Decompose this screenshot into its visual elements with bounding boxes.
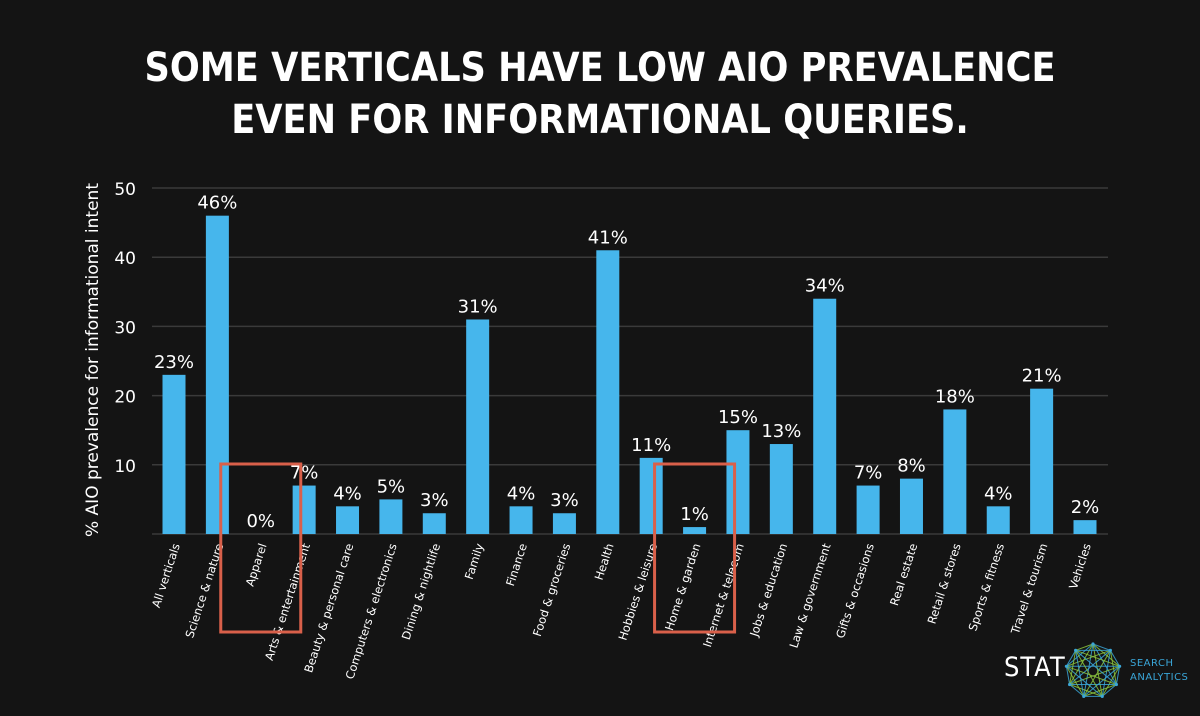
bar xyxy=(683,527,707,534)
x-tick-label: Law & government xyxy=(786,541,833,650)
bar xyxy=(943,409,967,534)
bar xyxy=(466,319,490,534)
y-tick-label: 20 xyxy=(114,388,136,408)
x-axis-labels: All verticals Science & nature ApparelArts… xyxy=(149,541,1094,681)
y-tick-label: 30 xyxy=(114,318,136,338)
bar xyxy=(162,374,186,534)
value-label: 7% xyxy=(290,463,319,484)
value-label: 18% xyxy=(935,386,975,407)
value-label: 3% xyxy=(420,490,449,511)
value-label: 0% xyxy=(246,511,275,532)
y-tick-label: 50 xyxy=(114,180,136,200)
bar xyxy=(596,250,620,534)
logo-polygon-icon xyxy=(1064,642,1122,698)
bar xyxy=(292,485,316,534)
y-axis-label: % AIO prevalence for informational inten… xyxy=(83,183,103,537)
highlight-box xyxy=(219,462,303,634)
value-label: 4% xyxy=(507,483,536,504)
value-label: 4% xyxy=(984,483,1013,504)
value-label: 11% xyxy=(631,435,671,456)
value-label: 15% xyxy=(718,407,758,428)
value-labels: 23% 46% 0% 7% 4% 5% 3% 31% 4% 3% 41% 11% 1% 15%13% 34%… xyxy=(154,193,1099,532)
x-tick-label: Home & garden xyxy=(662,542,703,633)
bar xyxy=(726,430,750,534)
value-label: 46% xyxy=(197,193,237,214)
x-tick-label: Health xyxy=(592,542,617,582)
x-tick-label: Apparel xyxy=(243,542,270,588)
logo-wordmark: STAT xyxy=(1004,652,1066,683)
x-tick-label: Sports & fitness xyxy=(966,542,1008,633)
bar xyxy=(899,478,923,534)
x-tick-label: Dining & nightlife xyxy=(399,542,443,642)
y-axis-ticks: 10 20 30 40 50 xyxy=(114,180,136,477)
y-tick-label: 10 xyxy=(114,457,136,477)
x-tick-label: Food & groceries xyxy=(530,542,573,639)
highlight-box xyxy=(653,462,737,634)
value-label: 3% xyxy=(550,490,579,511)
bar xyxy=(552,513,576,534)
x-tick-label: All verticals xyxy=(149,542,183,610)
x-tick-label: Retail & stores xyxy=(924,542,963,626)
x-tick-label: Family xyxy=(462,541,487,581)
value-label: 4% xyxy=(333,483,362,504)
bars xyxy=(162,215,1097,534)
value-label: 34% xyxy=(805,276,845,297)
value-label: 23% xyxy=(154,352,194,373)
x-tick-label: Travel & tourism xyxy=(1008,542,1051,637)
bar xyxy=(856,485,880,534)
bar xyxy=(769,444,793,534)
stat-logo: STAT SEARCH ANALYTICS xyxy=(1004,638,1194,708)
bar xyxy=(509,506,533,534)
y-tick-label: 40 xyxy=(114,249,136,269)
bar xyxy=(336,506,360,534)
value-label: 41% xyxy=(588,227,628,248)
bar xyxy=(986,506,1010,534)
bar xyxy=(1073,520,1097,534)
logo-subtitle-2: ANALYTICS xyxy=(1130,672,1189,683)
x-tick-label: Finance xyxy=(503,542,530,588)
value-label: 8% xyxy=(897,456,926,477)
x-tick-label: Real estate xyxy=(887,542,920,608)
x-tick-label: Arts & entertainment xyxy=(262,541,313,662)
bar xyxy=(1030,388,1054,534)
bar xyxy=(379,499,403,534)
bar xyxy=(639,457,663,534)
x-tick-label: Beauty & personal care xyxy=(301,542,356,675)
highlight-boxes xyxy=(219,462,737,634)
logo-subtitle-1: SEARCH xyxy=(1130,658,1174,669)
x-tick-label: Gifts & occasions xyxy=(833,542,877,640)
chart-title-line-1: SOME VERTICALS HAVE LOW AIO PREVALENCE xyxy=(144,45,1056,91)
chart-title: SOME VERTICALS HAVE LOW AIO PREVALENCE E… xyxy=(72,42,1128,146)
bar xyxy=(813,298,837,534)
x-tick-label: Jobs & education xyxy=(747,542,791,640)
bar xyxy=(422,513,446,534)
value-label: 21% xyxy=(1022,366,1062,387)
value-label: 2% xyxy=(1071,497,1100,518)
chart-title-line-2: EVEN FOR INFORMATIONAL QUERIES. xyxy=(231,97,969,143)
value-label: 13% xyxy=(761,421,801,442)
bar xyxy=(205,215,229,534)
value-label: 7% xyxy=(854,463,883,484)
value-label: 5% xyxy=(377,476,406,497)
value-label: 1% xyxy=(680,504,709,525)
x-tick-label: Vehicles xyxy=(1066,542,1094,591)
x-tick-label: Computers & electronics xyxy=(343,542,400,681)
value-label: 31% xyxy=(458,296,498,317)
